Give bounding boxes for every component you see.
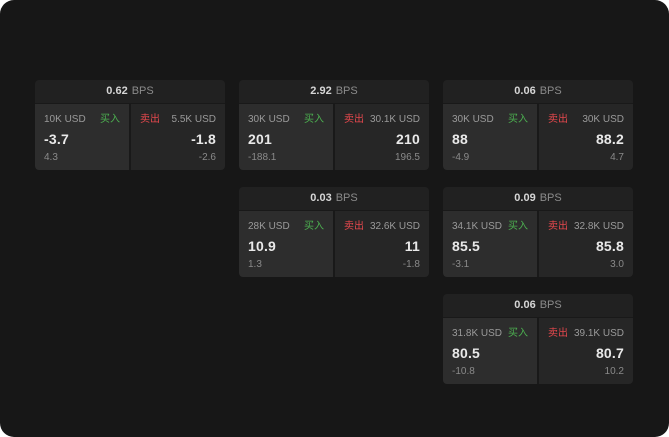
sell-amount: 32.6K USD (369, 221, 420, 232)
bps-unit: BPS (131, 85, 154, 97)
buy-price: 10.9 (248, 237, 277, 254)
buy-amount: 10K USD (44, 114, 86, 125)
sell-panel[interactable]: 卖出 32.8K USD 85.8 3.0 (539, 211, 633, 277)
bps-header: 0.03 BPS (239, 187, 429, 210)
buy-label: 买入 (304, 221, 324, 232)
buy-price: 88 (452, 130, 468, 147)
sell-price: -1.8 (191, 130, 216, 147)
buy-change: -3.1 (452, 259, 470, 270)
sell-change: 4.7 (610, 152, 624, 163)
bps-header: 0.09 BPS (443, 187, 633, 210)
bps-value: 2.92 (310, 85, 332, 97)
buy-price: 80.5 (452, 344, 481, 361)
sell-price: 11 (404, 237, 420, 254)
buy-amount: 34.1K USD (452, 221, 503, 232)
buy-change: -4.9 (452, 152, 470, 163)
buy-panel[interactable]: 34.1K USD 买入 85.5 -3.1 (443, 211, 537, 277)
bps-unit: BPS (335, 192, 358, 204)
sell-amount: 5.5K USD (171, 114, 216, 125)
sell-change: 196.5 (394, 152, 420, 163)
buy-label: 买入 (304, 114, 324, 125)
sell-change: 3.0 (610, 259, 624, 270)
sell-label: 卖出 (548, 114, 568, 125)
bps-header: 0.62 BPS (35, 80, 225, 103)
buy-panel[interactable]: 30K USD 买入 201 -188.1 (239, 104, 333, 170)
buy-price: 201 (248, 130, 272, 147)
buy-change: -188.1 (248, 152, 277, 163)
bps-value: 0.62 (106, 85, 128, 97)
card-body: 34.1K USD 买入 85.5 -3.1 卖出 32.8K USD 85.8… (443, 211, 633, 277)
sell-amount: 32.8K USD (573, 221, 624, 232)
bps-header: 0.06 BPS (443, 80, 633, 103)
buy-label: 买入 (508, 328, 528, 339)
quote-card: 0.09 BPS 34.1K USD 买入 85.5 -3.1 卖出 32.8K … (443, 187, 633, 277)
quote-card: 0.03 BPS 28K USD 买入 10.9 1.3 卖出 32.6K USD (239, 187, 429, 277)
sell-price: 210 (396, 130, 420, 147)
bps-value: 0.06 (514, 85, 536, 97)
buy-label: 买入 (100, 114, 120, 125)
sell-panel[interactable]: 卖出 30.1K USD 210 196.5 (335, 104, 429, 170)
bps-header: 0.06 BPS (443, 294, 633, 317)
sell-panel[interactable]: 卖出 39.1K USD 80.7 10.2 (539, 318, 633, 384)
buy-label: 买入 (508, 114, 528, 125)
sell-label: 卖出 (548, 328, 568, 339)
quote-card: 0.62 BPS 10K USD 买入 -3.7 4.3 卖出 5.5K USD (35, 80, 225, 170)
bps-unit: BPS (335, 85, 358, 97)
buy-amount: 30K USD (452, 114, 494, 125)
bps-unit: BPS (539, 85, 562, 97)
quote-card: 0.06 BPS 30K USD 买入 88 -4.9 卖出 30K USD (443, 80, 633, 170)
buy-panel[interactable]: 28K USD 买入 10.9 1.3 (239, 211, 333, 277)
buy-panel[interactable]: 10K USD 买入 -3.7 4.3 (35, 104, 129, 170)
sell-change: -2.6 (198, 152, 216, 163)
sell-panel[interactable]: 卖出 5.5K USD -1.8 -2.6 (131, 104, 225, 170)
buy-panel[interactable]: 30K USD 买入 88 -4.9 (443, 104, 537, 170)
bps-value: 0.06 (514, 299, 536, 311)
sell-label: 卖出 (140, 114, 160, 125)
buy-label: 买入 (508, 221, 528, 232)
cards-grid: 0.62 BPS 10K USD 买入 -3.7 4.3 卖出 5.5K USD (35, 80, 633, 384)
sell-panel[interactable]: 卖出 32.6K USD 11 -1.8 (335, 211, 429, 277)
buy-change: -10.8 (452, 366, 475, 377)
buy-amount: 31.8K USD (452, 328, 503, 339)
buy-amount: 28K USD (248, 221, 290, 232)
sell-change: -1.8 (402, 259, 420, 270)
buy-change: 1.3 (248, 259, 262, 270)
sell-price: 80.7 (595, 344, 624, 361)
sell-amount: 30K USD (582, 114, 624, 125)
card-body: 30K USD 买入 201 -188.1 卖出 30.1K USD 210 1… (239, 104, 429, 170)
bps-value: 0.09 (514, 192, 536, 204)
sell-price: 88.2 (595, 130, 624, 147)
card-body: 31.8K USD 买入 80.5 -10.8 卖出 39.1K USD 80.… (443, 318, 633, 384)
card-body: 30K USD 买入 88 -4.9 卖出 30K USD 88.2 4.7 (443, 104, 633, 170)
sell-amount: 30.1K USD (369, 114, 420, 125)
buy-price: 85.5 (452, 237, 481, 254)
sell-price: 85.8 (595, 237, 624, 254)
sell-label: 卖出 (344, 114, 364, 125)
bps-unit: BPS (539, 299, 562, 311)
bps-unit: BPS (539, 192, 562, 204)
buy-amount: 30K USD (248, 114, 290, 125)
sell-label: 卖出 (548, 221, 568, 232)
card-body: 28K USD 买入 10.9 1.3 卖出 32.6K USD 11 -1.8 (239, 211, 429, 277)
bps-value: 0.03 (310, 192, 332, 204)
sell-label: 卖出 (344, 221, 364, 232)
quote-card: 2.92 BPS 30K USD 买入 201 -188.1 卖出 30.1K U… (239, 80, 429, 170)
buy-price: -3.7 (44, 130, 69, 147)
buy-panel[interactable]: 31.8K USD 买入 80.5 -10.8 (443, 318, 537, 384)
card-body: 10K USD 买入 -3.7 4.3 卖出 5.5K USD -1.8 -2.… (35, 104, 225, 170)
quote-card: 0.06 BPS 31.8K USD 买入 80.5 -10.8 卖出 39.1K… (443, 294, 633, 384)
buy-change: 4.3 (44, 152, 58, 163)
bps-header: 2.92 BPS (239, 80, 429, 103)
sell-panel[interactable]: 卖出 30K USD 88.2 4.7 (539, 104, 633, 170)
sell-amount: 39.1K USD (573, 328, 624, 339)
sell-change: 10.2 (604, 366, 624, 377)
